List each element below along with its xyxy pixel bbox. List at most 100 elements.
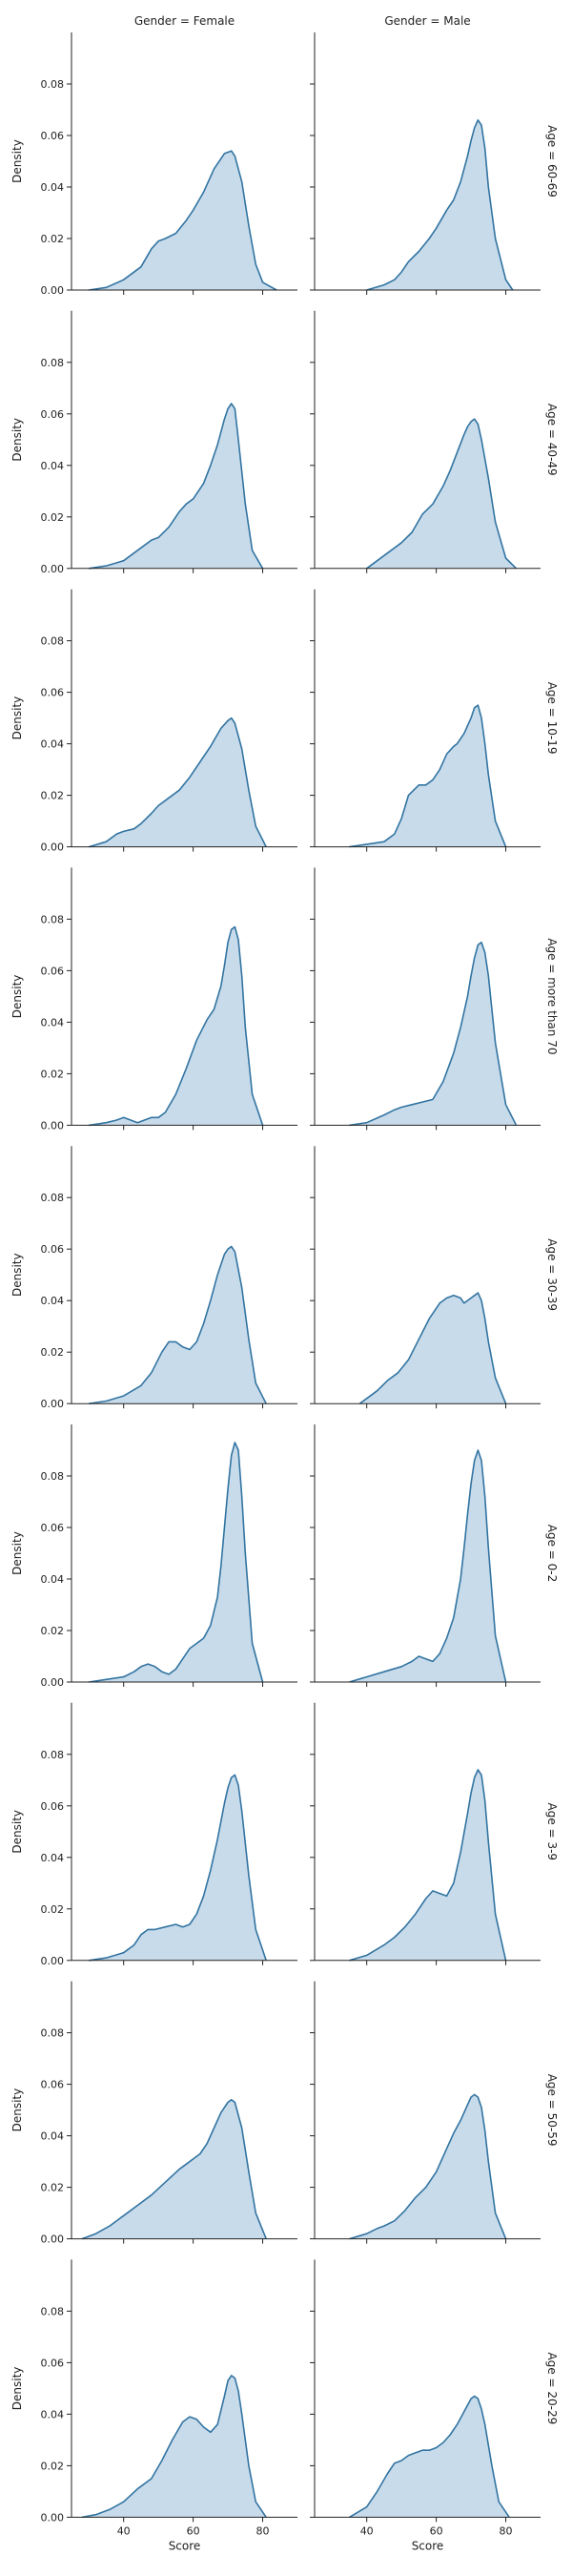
y-tick-label-r1-0: 0.00	[41, 563, 65, 575]
row-title-4: Age = 30-39	[545, 1238, 559, 1311]
y-axis-label-1: Density	[10, 418, 24, 462]
density-area-r0-c1	[366, 119, 513, 290]
y-tick-label-r4-1: 0.02	[41, 1346, 65, 1359]
y-tick-label-r1-2: 0.04	[41, 460, 65, 472]
density-area-r5-c1	[349, 1450, 506, 1682]
y-tick-label-r3-1: 0.02	[41, 1068, 65, 1080]
y-tick-label-r6-1: 0.02	[41, 1903, 65, 1916]
row-title-0: Age = 60-69	[545, 125, 559, 197]
y-tick-label-r5-1: 0.02	[41, 1625, 65, 1637]
y-tick-label-r7-3: 0.06	[41, 2079, 65, 2091]
density-area-r8-c1	[349, 2396, 510, 2518]
row-title-8: Age = 20-29	[545, 2353, 559, 2425]
density-line-r8-c0	[81, 2375, 267, 2519]
density-area-r2-c0	[89, 717, 267, 847]
density-area-r8-c0	[81, 2375, 267, 2518]
y-axis-label-6: Density	[10, 1810, 24, 1854]
y-tick-label-r6-2: 0.04	[41, 1852, 65, 1864]
density-area-r3-c1	[349, 942, 517, 1126]
density-area-r6-c0	[89, 1775, 267, 1961]
x-tick-label-c1-0: 40	[360, 2524, 374, 2537]
density-line-r5-c0	[89, 1442, 264, 1683]
y-tick-label-r1-4: 0.08	[41, 357, 65, 369]
y-tick-label-r6-0: 0.00	[41, 1955, 65, 1967]
y-axis-label-7: Density	[10, 2088, 24, 2132]
y-tick-label-r2-2: 0.04	[41, 738, 65, 751]
y-tick-label-r8-0: 0.00	[41, 2511, 65, 2524]
y-tick-label-r1-3: 0.06	[41, 408, 65, 421]
row-title-1: Age = 40-49	[545, 404, 559, 476]
y-tick-label-r3-4: 0.08	[41, 913, 65, 925]
density-area-r0-c0	[89, 151, 277, 290]
y-tick-label-r0-2: 0.04	[41, 181, 65, 194]
y-tick-label-r6-3: 0.06	[41, 1800, 65, 1813]
density-line-r3-c1	[349, 941, 518, 1127]
y-tick-label-r6-4: 0.08	[41, 1749, 65, 1761]
y-axis-label-4: Density	[10, 1253, 24, 1297]
x-tick-label-c1-2: 80	[500, 2524, 513, 2537]
y-tick-label-r0-3: 0.06	[41, 130, 65, 142]
x-tick-label-c0-1: 60	[187, 2524, 200, 2537]
y-tick-label-r8-1: 0.02	[41, 2460, 65, 2472]
y-tick-label-r7-1: 0.02	[41, 2182, 65, 2194]
y-tick-label-r0-4: 0.08	[41, 78, 65, 91]
density-area-r7-c0	[81, 2099, 267, 2239]
density-line-r7-c0	[81, 2099, 267, 2240]
density-area-r5-c0	[89, 1442, 263, 1682]
density-area-r4-c0	[89, 1246, 267, 1404]
y-tick-label-r4-2: 0.04	[41, 1295, 65, 1307]
density-area-r7-c1	[349, 2094, 506, 2239]
density-line-r1-c1	[366, 418, 518, 570]
density-line-r8-c1	[349, 2395, 510, 2519]
y-axis-label-0: Density	[10, 139, 24, 183]
y-axis-label-2: Density	[10, 696, 24, 740]
y-tick-label-r8-2: 0.04	[41, 2408, 65, 2420]
density-line-r4-c1	[358, 1292, 507, 1404]
y-tick-label-r3-3: 0.06	[41, 965, 65, 977]
x-tick-label-c0-0: 40	[117, 2524, 131, 2537]
x-axis-label-c0: Score	[169, 2539, 201, 2552]
y-tick-label-r8-3: 0.06	[41, 2357, 65, 2369]
x-tick-label-c1-1: 60	[430, 2524, 443, 2537]
row-title-7: Age = 50-59	[545, 2074, 559, 2147]
density-line-r0-c1	[366, 119, 514, 291]
density-area-r2-c1	[349, 705, 506, 847]
y-tick-label-r5-3: 0.06	[41, 1522, 65, 1534]
y-tick-label-r4-0: 0.00	[41, 1398, 65, 1410]
density-area-r3-c0	[89, 926, 263, 1126]
y-tick-label-r0-0: 0.00	[41, 284, 65, 297]
y-axis-label-8: Density	[10, 2367, 24, 2411]
y-tick-label-r3-0: 0.00	[41, 1119, 65, 1132]
row-title-3: Age = more than 70	[545, 938, 559, 1054]
density-line-r3-c0	[89, 925, 264, 1127]
y-tick-label-r7-2: 0.04	[41, 2130, 65, 2143]
y-tick-label-r5-0: 0.00	[41, 1676, 65, 1689]
density-line-r6-c0	[89, 1774, 267, 1962]
y-tick-label-r7-0: 0.00	[41, 2233, 65, 2246]
y-tick-label-r3-2: 0.04	[41, 1016, 65, 1028]
y-tick-label-r1-1: 0.02	[41, 511, 65, 524]
density-line-r6-c1	[349, 1769, 507, 1962]
density-line-r7-c1	[349, 2093, 507, 2240]
row-title-2: Age = 10-19	[545, 682, 559, 755]
y-tick-label-r7-4: 0.08	[41, 2027, 65, 2040]
density-area-r1-c1	[366, 419, 517, 569]
density-line-r4-c0	[89, 1245, 267, 1404]
y-tick-label-r5-4: 0.08	[41, 1470, 65, 1483]
x-axis-label-c1: Score	[412, 2539, 444, 2552]
y-tick-label-r0-1: 0.02	[41, 233, 65, 245]
density-area-r6-c1	[349, 1770, 506, 1961]
density-line-r1-c0	[89, 403, 264, 570]
row-title-6: Age = 3-9	[545, 1803, 559, 1861]
density-area-r1-c0	[89, 404, 263, 569]
column-title-1: Gender = Male	[384, 14, 470, 28]
y-tick-label-r4-3: 0.06	[41, 1243, 65, 1256]
density-line-r2-c1	[349, 704, 507, 848]
density-line-r5-c1	[349, 1449, 507, 1683]
y-tick-label-r5-2: 0.04	[41, 1573, 65, 1586]
y-tick-label-r2-1: 0.02	[41, 790, 65, 802]
density-line-r2-c0	[89, 717, 267, 848]
y-tick-label-r2-3: 0.06	[41, 687, 65, 699]
y-axis-label-3: Density	[10, 975, 24, 1019]
